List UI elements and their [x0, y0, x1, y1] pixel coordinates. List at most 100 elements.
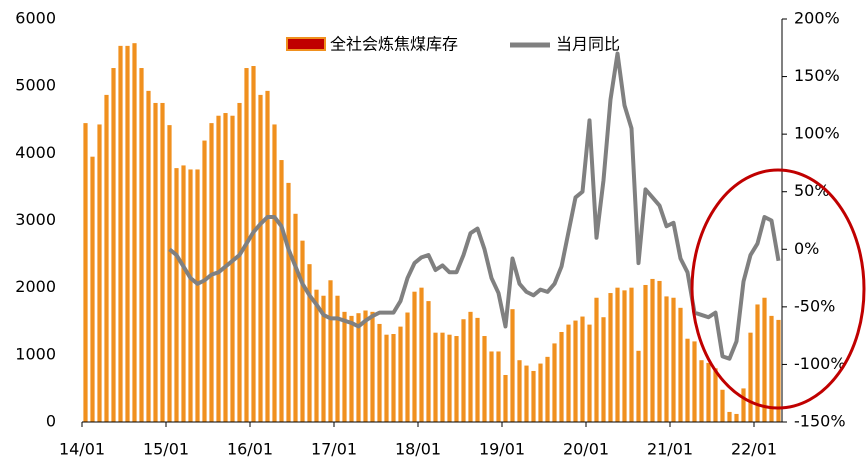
bar [342, 311, 347, 422]
bar [174, 168, 179, 422]
bar [167, 125, 172, 422]
y2-tick-label: 100% [794, 124, 840, 143]
bar [622, 290, 627, 422]
y2-tick-label: -150% [794, 412, 846, 431]
bar [643, 284, 648, 422]
plot: 0 1000 2000 3000 4000 5000 6000 -150% -100% -50% 0… [15, 9, 866, 459]
legend-label: 当月同比 [556, 35, 620, 54]
bar [160, 102, 165, 422]
bar [748, 332, 753, 422]
bar [104, 94, 109, 423]
line [168, 51, 781, 361]
y2-tick-label: 150% [794, 66, 840, 85]
bar [265, 90, 270, 422]
bar [601, 317, 606, 422]
bar [118, 45, 123, 422]
bar [573, 320, 578, 422]
annotation-circle [690, 168, 866, 410]
y-tick-label: 1000 [15, 344, 56, 363]
y2-tick-label: -100% [794, 354, 846, 373]
bar [594, 297, 599, 422]
bar [503, 374, 508, 422]
bar [566, 324, 571, 422]
bar [398, 326, 403, 422]
bar [678, 307, 683, 422]
bar [216, 115, 221, 422]
bar [524, 365, 529, 422]
bar [391, 334, 396, 422]
bar [307, 264, 312, 422]
bar [139, 68, 144, 422]
bar [363, 310, 368, 422]
x-tick-label: 19/01 [479, 440, 525, 459]
y2-tick-label: -50% [794, 296, 835, 315]
bar [405, 312, 410, 422]
x-tick-label: 16/01 [227, 440, 273, 459]
bar [195, 169, 200, 422]
y2-tick-label: 200% [794, 9, 840, 28]
x-tick-label: 18/01 [395, 440, 441, 459]
bar [489, 351, 494, 422]
bar [433, 332, 438, 422]
bar [580, 316, 585, 422]
y-tick-label: 5000 [15, 76, 56, 95]
bar [482, 336, 487, 422]
bar [279, 160, 284, 423]
legend-label: 全社会炼焦煤库存 [330, 35, 458, 54]
bar [447, 334, 452, 422]
bar [475, 317, 480, 422]
y-tick-label: 4000 [15, 143, 56, 162]
x-tick-label: 21/01 [647, 440, 693, 459]
bar [286, 182, 291, 422]
bar [300, 240, 305, 422]
bar [146, 90, 151, 422]
bar [720, 389, 725, 422]
bar [125, 45, 130, 422]
y2-tick-label: 50% [794, 181, 830, 200]
bar [545, 356, 550, 422]
bar [517, 360, 522, 422]
x-tick-label: 22/01 [731, 440, 777, 459]
bar [685, 338, 690, 422]
bar [356, 313, 361, 422]
bar [636, 350, 641, 422]
bar [384, 334, 389, 422]
bar [230, 115, 235, 422]
bar [692, 341, 697, 422]
bar [664, 296, 669, 422]
bar [370, 311, 375, 422]
bar [741, 388, 746, 422]
bar [454, 336, 459, 422]
bar [615, 287, 620, 422]
bar [132, 43, 137, 423]
bar [412, 291, 417, 422]
bar [258, 94, 263, 423]
bar [671, 297, 676, 422]
bar [426, 301, 431, 422]
bar [321, 295, 326, 422]
bar [531, 370, 536, 422]
bar [727, 411, 732, 422]
bar [776, 319, 781, 422]
bar [657, 280, 662, 422]
bar [314, 289, 319, 422]
bar [587, 324, 592, 422]
bar [440, 332, 445, 422]
bar [706, 362, 711, 422]
bar [699, 360, 704, 422]
bar [377, 323, 382, 422]
bar [559, 331, 564, 422]
bar [461, 319, 466, 422]
x-tick-label: 17/01 [311, 440, 357, 459]
x-tick-label: 15/01 [143, 440, 189, 459]
legend-swatch [286, 37, 326, 51]
bar [419, 287, 424, 422]
bar [251, 66, 256, 423]
bar [510, 309, 515, 422]
y-tick-label: 2000 [15, 277, 56, 296]
x-tick-label: 14/01 [59, 440, 105, 459]
bar [552, 343, 557, 422]
bar [496, 351, 501, 422]
